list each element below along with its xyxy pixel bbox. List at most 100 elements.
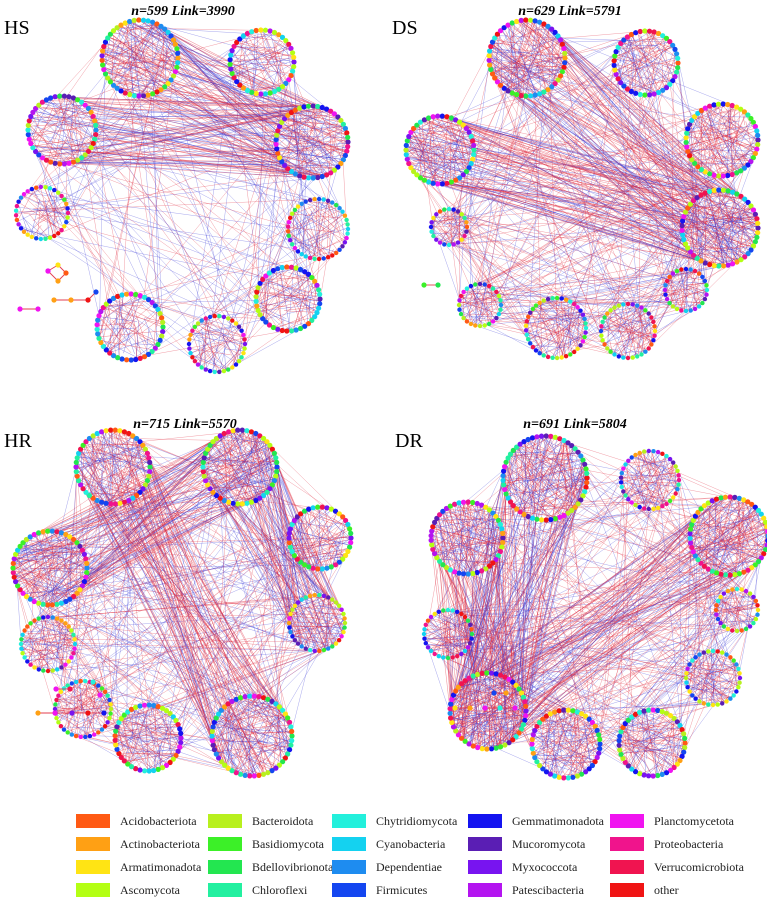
network-edge (654, 308, 696, 333)
network-edge (585, 165, 747, 330)
network-edge (470, 134, 639, 307)
network-node (316, 256, 322, 262)
network-node (293, 327, 299, 333)
network-edge (43, 101, 292, 332)
network-node (325, 255, 331, 260)
network-edge (109, 44, 120, 81)
network-node (333, 600, 339, 605)
network-node (549, 26, 555, 32)
network-edge (667, 279, 703, 297)
network-edge (619, 44, 658, 47)
network-node (541, 298, 546, 303)
network-node (94, 322, 100, 328)
network-edge (191, 354, 229, 370)
network-node (461, 289, 466, 295)
network-edge (85, 680, 234, 772)
network-edge (717, 190, 728, 247)
network-edge (492, 41, 540, 77)
network-edge (471, 162, 699, 260)
network-edge (230, 31, 254, 61)
network-node (288, 73, 294, 79)
network-edge (486, 284, 628, 305)
network-edge (258, 298, 314, 313)
network-node (247, 693, 253, 699)
network-node (36, 667, 41, 672)
network-edge (621, 72, 654, 95)
network-node (192, 324, 198, 329)
network-edge (686, 126, 743, 133)
network-edge (192, 343, 222, 358)
network-node (468, 283, 474, 289)
network-node (335, 114, 341, 120)
network-node (45, 528, 51, 534)
network-edge (30, 114, 289, 118)
network-node (271, 88, 278, 95)
network-edge (685, 211, 713, 249)
network-edge (40, 189, 54, 219)
network-edge (219, 303, 320, 317)
network-edge (104, 70, 145, 90)
network-node (78, 734, 83, 740)
network-edge (493, 39, 511, 60)
network-edge (108, 330, 139, 353)
network-node (403, 152, 409, 158)
network-edge (58, 96, 75, 158)
network-edge (717, 202, 749, 244)
network-edge (33, 195, 68, 218)
network-node (137, 355, 143, 361)
network-node (337, 247, 342, 252)
network-node (195, 362, 201, 367)
network-edge (471, 300, 493, 325)
network-edge (231, 72, 265, 321)
network-edge (277, 133, 322, 143)
network-node (533, 348, 539, 353)
network-node (41, 668, 46, 673)
network-node (528, 310, 533, 315)
network-edge (580, 60, 615, 345)
network-node (549, 84, 555, 90)
network-node (40, 601, 46, 607)
network-node (562, 60, 568, 66)
network-edge (114, 82, 164, 89)
network-node (530, 306, 536, 312)
network-node (98, 339, 104, 346)
network-edge (439, 235, 454, 245)
network-node (112, 733, 118, 739)
network-node (578, 343, 583, 348)
network-edge (430, 128, 460, 183)
network-edge (491, 43, 520, 74)
network-edge (621, 304, 631, 343)
network-node (55, 616, 60, 621)
network-edge (450, 208, 563, 299)
network-edge (285, 310, 318, 313)
network-edge (230, 226, 289, 369)
network-node (411, 125, 417, 132)
network-node (235, 427, 241, 433)
network-node (230, 318, 235, 323)
network-edge (448, 155, 468, 171)
network-node (113, 728, 119, 734)
network-node (643, 308, 648, 313)
network-edge (225, 348, 245, 351)
network-node (118, 88, 124, 94)
network-node (287, 544, 293, 550)
network-node (175, 50, 181, 56)
network-node (63, 621, 68, 626)
network-edge (312, 254, 335, 279)
network-node (462, 233, 467, 239)
network-edge (557, 324, 561, 358)
network-node (47, 235, 53, 240)
network-node (417, 119, 423, 125)
network-node (99, 57, 105, 63)
network-edge (447, 215, 757, 246)
network-node (489, 71, 496, 77)
network-node (158, 23, 164, 29)
network-edge (240, 43, 294, 58)
network-node (141, 294, 148, 300)
network-node (147, 469, 153, 475)
network-edge (517, 20, 534, 62)
network-edge (145, 50, 170, 83)
network-edge (109, 80, 237, 365)
network-edge (529, 298, 550, 314)
network-node (527, 17, 534, 23)
